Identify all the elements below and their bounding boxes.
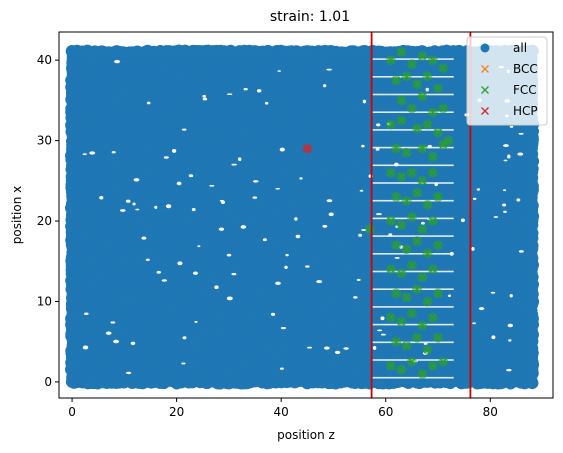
chart-title: strain: 1.01: [270, 9, 350, 25]
plot-area: [65, 32, 540, 398]
